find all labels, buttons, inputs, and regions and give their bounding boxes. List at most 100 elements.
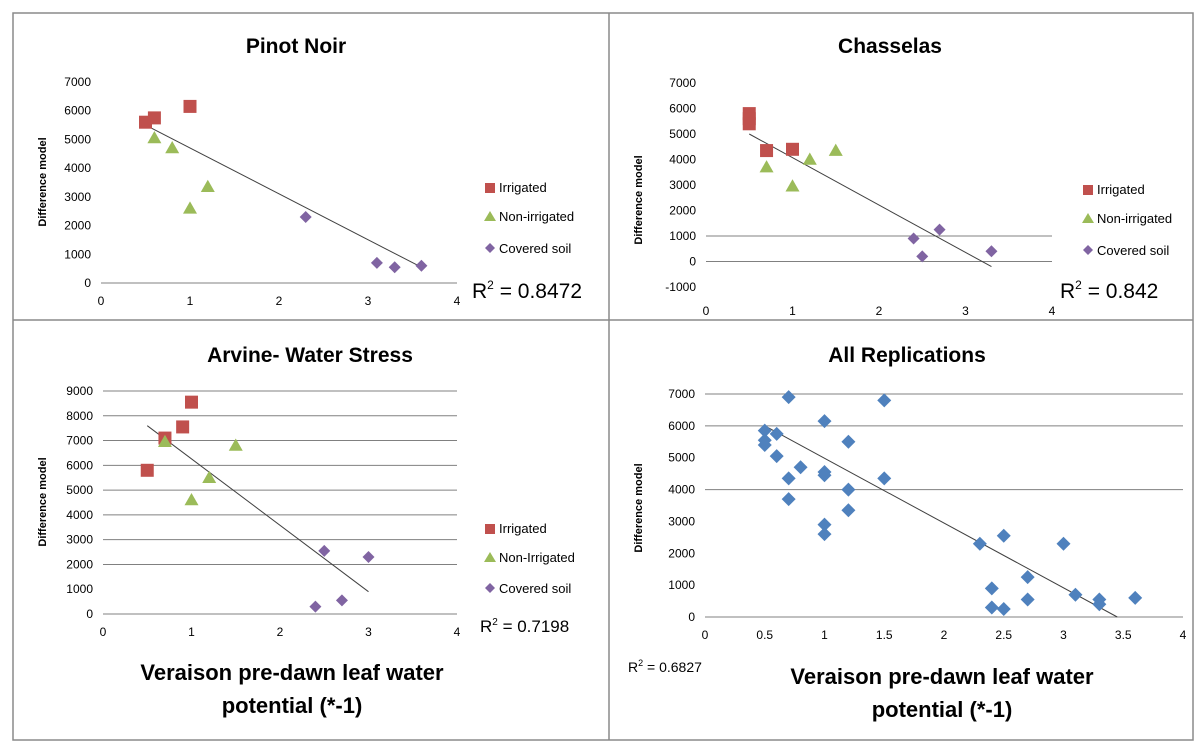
- legend-label: Non-irrigated: [499, 209, 574, 224]
- legend-marker-non-irrigated: [484, 552, 496, 562]
- y-tick-label: 0: [688, 610, 695, 624]
- y-tick-label: 2000: [66, 557, 93, 571]
- y-tick-label: 7000: [64, 75, 91, 89]
- legend-label: Irrigated: [499, 521, 547, 536]
- data-point-diamond: [907, 232, 920, 245]
- x-tick-label: 3: [365, 294, 372, 308]
- x-tick-label: 2: [876, 304, 883, 318]
- y-tick-label: 3000: [66, 533, 93, 547]
- y-tick-label: 4000: [669, 153, 696, 167]
- data-point-square: [742, 117, 756, 131]
- y-tick-label: 4000: [64, 161, 91, 175]
- data-point-triangle: [200, 179, 215, 193]
- data-point-diamond: [757, 423, 772, 438]
- y-tick-label: 3000: [64, 190, 91, 204]
- y-tick-label: 0: [84, 276, 91, 290]
- legend-marker-covered-soil: [485, 583, 495, 593]
- r-squared-label: R2 = 0.7198: [480, 617, 569, 636]
- x-axis-label: Veraison pre-dawn leaf water potential (*…: [140, 660, 444, 718]
- data-point-square: [176, 420, 190, 434]
- legend-marker-covered-soil: [1083, 245, 1093, 255]
- y-tick-label: 0: [86, 607, 93, 621]
- x-tick-label: 1: [187, 294, 194, 308]
- panel-frame: [12, 12, 1194, 741]
- data-point-square: [786, 142, 799, 156]
- legend-label: Irrigated: [499, 180, 547, 195]
- legend-label: Non-Irrigated: [499, 550, 575, 565]
- data-point-diamond: [933, 223, 946, 236]
- panel-pinot-noir: Pinot Noir Difference model 010002000300…: [37, 35, 582, 308]
- x-tick-label: 2: [941, 628, 948, 642]
- data-point-diamond: [757, 437, 772, 452]
- x-tick-label: 1: [789, 304, 796, 318]
- legend-label: Irrigated: [1097, 182, 1145, 197]
- data-point-diamond: [996, 602, 1011, 617]
- panel-title: Chasselas: [838, 35, 942, 58]
- panel-chasselas: Chasselas Difference model -1000 0 1000 200…: [633, 35, 1172, 318]
- y-tick-label: 1000: [668, 578, 695, 592]
- legend: Irrigated Non-irrigated Covered soil: [1082, 182, 1172, 258]
- data-point-diamond: [1128, 590, 1143, 605]
- legend-marker-non-irrigated: [1082, 213, 1094, 223]
- x-tick-label: 0.5: [756, 628, 773, 642]
- y-tick-label: 6000: [66, 458, 93, 472]
- data-point-diamond: [1020, 570, 1035, 585]
- x-tick-label: 2.5: [995, 628, 1012, 642]
- r-squared-label: R2 = 0.842: [1060, 278, 1158, 303]
- r-squared-label: R2 = 0.6827: [628, 658, 702, 675]
- y-tick-label: 5000: [66, 483, 93, 497]
- y-tick-label: 1000: [64, 247, 91, 261]
- data-point-diamond: [309, 600, 322, 613]
- data-point-diamond: [1068, 587, 1083, 602]
- data-point-diamond: [769, 449, 784, 464]
- data-point-diamond: [299, 210, 312, 223]
- x-tick-label: 4: [1180, 628, 1187, 642]
- y-tick-label: 3000: [669, 178, 696, 192]
- x-tick-label: 1: [188, 625, 195, 639]
- y-tick-label: 4000: [66, 508, 93, 522]
- x-tick-label: 3: [365, 625, 372, 639]
- data-point-diamond: [1020, 592, 1035, 607]
- x-tick-label: 1.5: [876, 628, 893, 642]
- x-tick-label: 3.5: [1115, 628, 1132, 642]
- plot-area: 0 1000 2000 3000 4000 5000 6000 7000 0 1 2 3 4: [64, 75, 460, 308]
- data-point-triangle: [202, 470, 217, 483]
- data-point-square: [183, 99, 197, 113]
- data-point-diamond: [817, 517, 832, 532]
- trendline: [145, 124, 422, 268]
- legend-label: Non-irrigated: [1097, 211, 1172, 226]
- y-tick-label: 2000: [668, 546, 695, 560]
- x-tick-label: 4: [1049, 304, 1056, 318]
- data-point-diamond: [769, 426, 784, 441]
- data-point-diamond: [841, 482, 856, 497]
- y-tick-label: 7000: [669, 76, 696, 90]
- data-point-diamond: [972, 536, 987, 551]
- y-tick-label: 5000: [64, 132, 91, 146]
- data-point-diamond: [877, 393, 892, 408]
- data-point-diamond: [996, 528, 1011, 543]
- panel-title: All Replications: [828, 344, 986, 367]
- legend: Irrigated Non-irrigated Covered soil: [484, 180, 574, 256]
- data-point-diamond: [984, 600, 999, 615]
- x-tick-label: 0: [98, 294, 105, 308]
- y-tick-label: 4000: [668, 483, 695, 497]
- x-tick-label: 3: [1060, 628, 1067, 642]
- data-point-diamond: [781, 492, 796, 507]
- plot-area: -1000 0 1000 2000 3000 4000 5000 6000 7000 0 1 2 3 4: [665, 76, 1055, 318]
- plot-area: 0 1000 2000 3000 4000 5000 6000 7000 0 0.5 1 1.5 2 2.…: [668, 387, 1186, 642]
- y-tick-label: 3000: [668, 514, 695, 528]
- data-point-triangle: [785, 179, 800, 192]
- y-tick-label: 6000: [668, 419, 695, 433]
- data-point-triangle: [183, 201, 197, 214]
- data-point-diamond: [877, 471, 892, 486]
- data-point-diamond: [1092, 597, 1107, 612]
- legend-label: Covered soil: [499, 581, 571, 596]
- y-tick-label: 7000: [66, 434, 93, 448]
- data-point-triangle: [802, 152, 817, 165]
- data-point-diamond: [1056, 536, 1071, 551]
- data-point-triangle: [184, 493, 199, 506]
- data-point-square: [140, 463, 154, 477]
- x-tick-label: 2: [277, 625, 284, 639]
- data-point-diamond: [916, 250, 929, 263]
- x-axis-label: Veraison pre-dawn leaf water potential (*…: [790, 664, 1094, 722]
